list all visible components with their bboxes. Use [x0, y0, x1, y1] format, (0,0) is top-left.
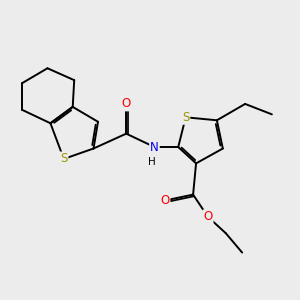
Text: O: O [160, 194, 170, 207]
Text: S: S [60, 152, 68, 165]
Text: O: O [203, 210, 213, 224]
Text: O: O [122, 98, 131, 110]
Text: N: N [150, 140, 159, 154]
Text: H: H [148, 158, 155, 167]
Text: S: S [182, 111, 189, 124]
